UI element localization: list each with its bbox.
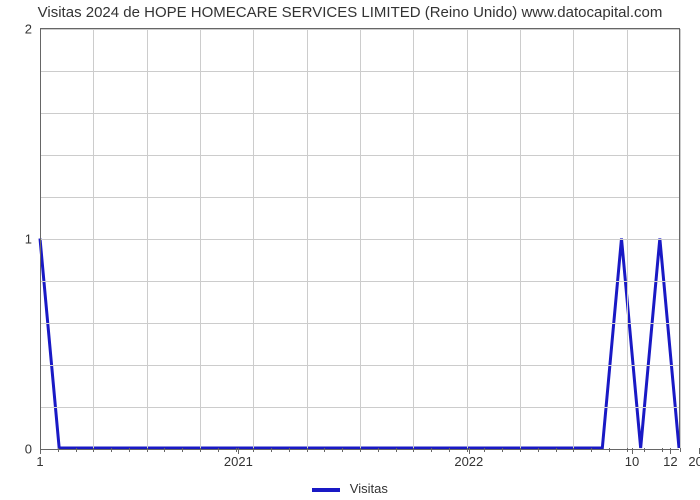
grid-line-v [520, 29, 521, 448]
grid-line-v [307, 29, 308, 448]
legend-label: Visitas [350, 481, 388, 496]
x-major-tick [469, 448, 470, 454]
x-minor-tick [591, 448, 592, 452]
grid-line-v [627, 29, 628, 448]
x-major-tick [670, 448, 671, 454]
x-major-tick [632, 448, 633, 454]
x-major-tick [238, 448, 239, 454]
x-minor-tick [253, 448, 254, 452]
grid-line-v [200, 29, 201, 448]
grid-line-v [467, 29, 468, 448]
grid-line-v [573, 29, 574, 448]
x-minor-tick [396, 448, 397, 452]
legend-swatch [312, 488, 340, 492]
x-minor-tick [182, 448, 183, 452]
x-minor-tick [111, 448, 112, 452]
x-minor-tick [164, 448, 165, 452]
grid-line-v [93, 29, 94, 448]
x-minor-tick [76, 448, 77, 452]
x-minor-tick [502, 448, 503, 452]
x-minor-tick [271, 448, 272, 452]
x-major-tick [40, 448, 41, 454]
chart-container: Visitas 2024 de HOPE HOMECARE SERVICES L… [0, 0, 700, 500]
x-minor-tick [556, 448, 557, 452]
x-minor-tick [360, 448, 361, 452]
x-minor-tick [484, 448, 485, 452]
x-minor-tick [520, 448, 521, 452]
plot-area: 0121202120221012202 [40, 28, 680, 448]
x-minor-tick [218, 448, 219, 452]
x-minor-tick [289, 448, 290, 452]
grid-line-v [360, 29, 361, 448]
x-minor-tick [431, 448, 432, 452]
y-tick-label: 1 [25, 232, 40, 247]
legend: Visitas [0, 481, 700, 496]
x-minor-tick [307, 448, 308, 452]
x-minor-tick [680, 448, 681, 452]
x-minor-tick [609, 448, 610, 452]
grid-line-v [147, 29, 148, 448]
y-axis [40, 29, 41, 448]
x-minor-tick [644, 448, 645, 452]
x-minor-tick [93, 448, 94, 452]
x-minor-tick [378, 448, 379, 452]
chart-title: Visitas 2024 de HOPE HOMECARE SERVICES L… [0, 4, 700, 21]
x-minor-tick [200, 448, 201, 452]
x-minor-tick [342, 448, 343, 452]
x-minor-tick [573, 448, 574, 452]
grid-line-v [253, 29, 254, 448]
x-minor-tick [58, 448, 59, 452]
x-minor-tick [129, 448, 130, 452]
x-minor-tick [538, 448, 539, 452]
x-minor-tick [147, 448, 148, 452]
x-minor-tick [449, 448, 450, 452]
grid-line-v [680, 29, 681, 448]
x-minor-tick [324, 448, 325, 452]
y-tick-label: 2 [25, 22, 40, 37]
x-minor-tick [413, 448, 414, 452]
grid-line-v [413, 29, 414, 448]
